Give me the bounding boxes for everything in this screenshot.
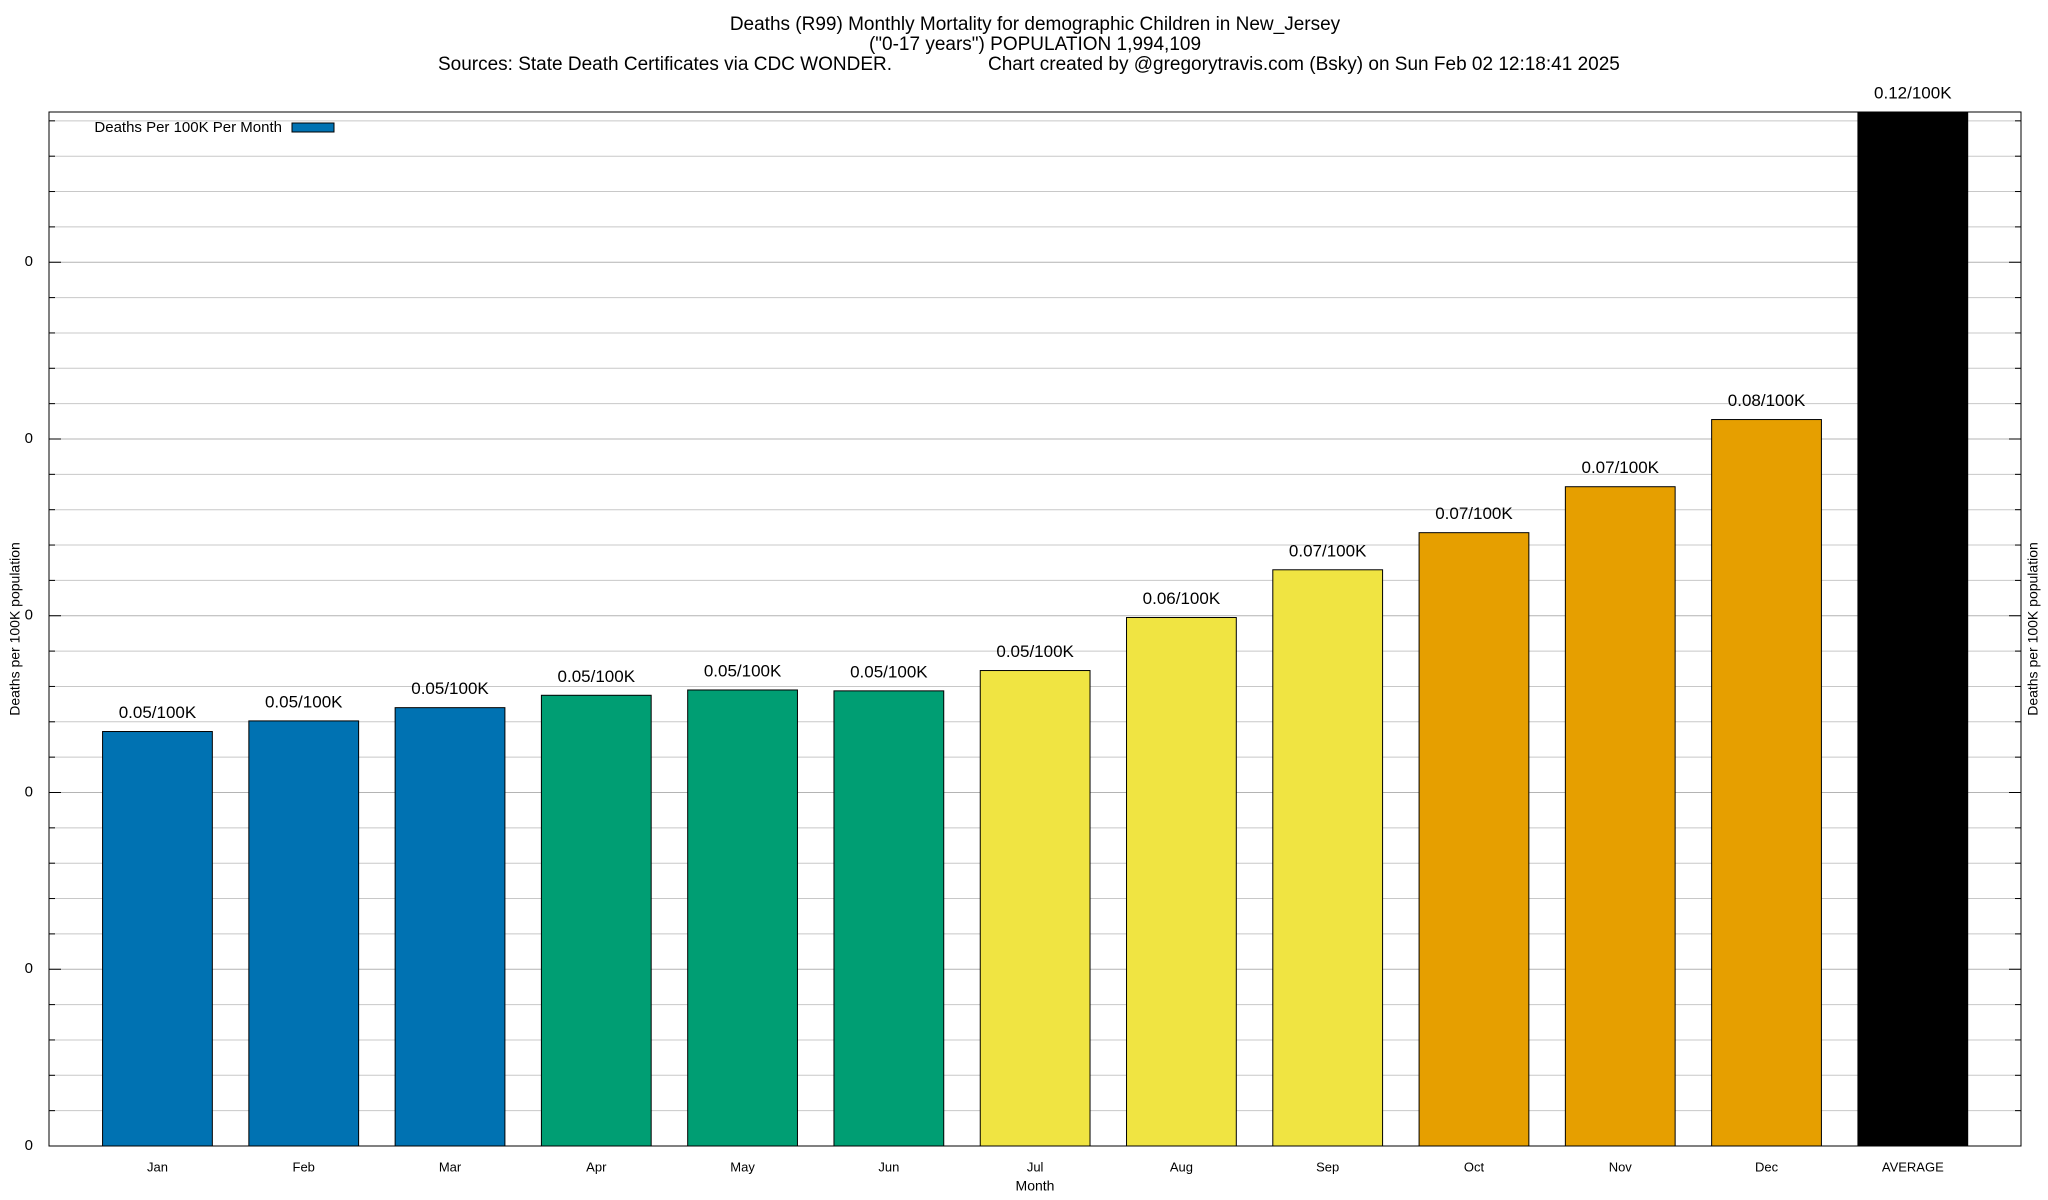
x-tick-label: Nov bbox=[1609, 1159, 1633, 1174]
bar bbox=[1272, 569, 1384, 1147]
bar bbox=[1564, 486, 1676, 1147]
bar bbox=[687, 689, 798, 1147]
value-label: 0.07/100K bbox=[1435, 504, 1513, 523]
value-label: 0.05/100K bbox=[850, 662, 928, 681]
x-tick-label: Mar bbox=[439, 1159, 462, 1174]
plot-frame bbox=[48, 111, 2022, 1147]
legend-swatch bbox=[291, 122, 335, 133]
x-tick-label: Feb bbox=[293, 1159, 315, 1174]
credit-note: Chart created by @gregorytravis.com (Bsk… bbox=[988, 54, 1620, 75]
value-label: 0.07/100K bbox=[1289, 541, 1367, 560]
x-tick-label: Apr bbox=[586, 1159, 607, 1174]
value-label: 0.05/100K bbox=[996, 642, 1074, 661]
chart-title: Deaths (R99) Monthly Mortality for demog… bbox=[730, 14, 1341, 35]
value-label: 0.08/100K bbox=[1728, 391, 1806, 410]
value-label: 0.05/100K bbox=[558, 667, 636, 686]
bar bbox=[248, 720, 360, 1147]
bar bbox=[833, 690, 945, 1147]
bar bbox=[102, 731, 213, 1147]
y-tick-label: 0 bbox=[25, 430, 33, 447]
bar bbox=[1857, 111, 1969, 1147]
x-tick-label: Jul bbox=[1027, 1159, 1044, 1174]
x-tick-label: May bbox=[730, 1159, 755, 1174]
bar bbox=[394, 707, 506, 1147]
value-label: 0.05/100K bbox=[265, 692, 343, 711]
y-tick-label: 0 bbox=[25, 607, 33, 624]
y-tick-label: 0 bbox=[25, 1137, 33, 1154]
x-tick-label: AVERAGE bbox=[1882, 1159, 1944, 1174]
y-tick-label: 0 bbox=[25, 783, 33, 800]
y2-axis-label: Deaths per 100K population bbox=[2025, 542, 2041, 716]
y-tick-label: 0 bbox=[25, 960, 33, 977]
x-tick-label: Oct bbox=[1464, 1159, 1485, 1174]
value-label: 0.06/100K bbox=[1143, 589, 1221, 608]
bar bbox=[1711, 419, 1822, 1147]
x-tick-label: Jan bbox=[147, 1159, 168, 1174]
source-note: Sources: State Death Certificates via CD… bbox=[438, 54, 892, 75]
value-label: 0.07/100K bbox=[1581, 458, 1659, 477]
bar bbox=[1418, 532, 1530, 1147]
x-tick-label: Sep bbox=[1316, 1159, 1339, 1174]
y-axis-label: Deaths per 100K population bbox=[7, 542, 23, 716]
bar bbox=[1126, 617, 1237, 1147]
chart-subtitle: ("0-17 years") POPULATION 1,994,109 bbox=[869, 34, 1201, 55]
value-label: 0.05/100K bbox=[704, 661, 782, 680]
y-tick-label: 0 bbox=[25, 253, 33, 270]
value-label: 0.05/100K bbox=[119, 703, 197, 722]
x-tick-label: Jun bbox=[878, 1159, 899, 1174]
x-tick-label: Dec bbox=[1755, 1159, 1779, 1174]
value-label: 0.12/100K bbox=[1874, 83, 1952, 102]
bar bbox=[540, 694, 652, 1147]
bar bbox=[979, 670, 1091, 1147]
x-tick-label: Aug bbox=[1170, 1159, 1193, 1174]
legend-label: Deaths Per 100K Per Month bbox=[94, 119, 282, 136]
x-axis-label: Month bbox=[1016, 1178, 1055, 1194]
value-label: 0.05/100K bbox=[411, 679, 489, 698]
